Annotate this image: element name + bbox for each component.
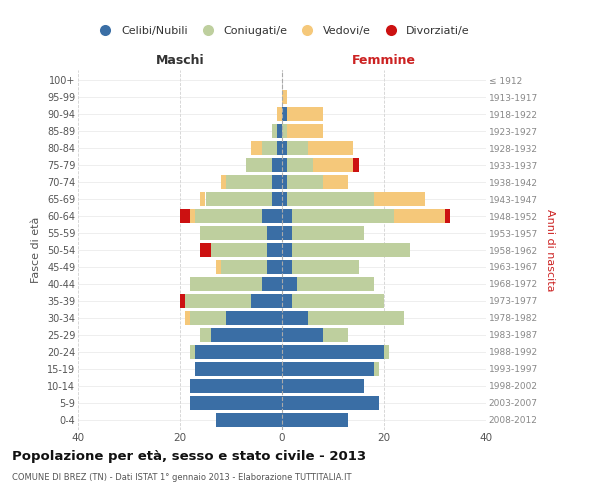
- Bar: [185, 294, 251, 308]
- Text: Popolazione per età, sesso e stato civile - 2013: Popolazione per età, sesso e stato civil…: [12, 450, 366, 463]
- Bar: [272, 158, 282, 172]
- Bar: [282, 260, 292, 274]
- Bar: [272, 192, 282, 206]
- Bar: [200, 226, 267, 240]
- Bar: [292, 209, 394, 223]
- Bar: [211, 328, 282, 342]
- Bar: [262, 142, 277, 155]
- Bar: [272, 124, 277, 138]
- Bar: [308, 311, 404, 324]
- Bar: [313, 158, 353, 172]
- Bar: [287, 192, 374, 206]
- Bar: [282, 176, 287, 189]
- Bar: [282, 243, 292, 257]
- Bar: [323, 176, 349, 189]
- Bar: [282, 209, 292, 223]
- Bar: [282, 379, 364, 392]
- Bar: [394, 209, 445, 223]
- Bar: [287, 124, 323, 138]
- Bar: [196, 345, 282, 358]
- Bar: [200, 243, 211, 257]
- Bar: [287, 176, 323, 189]
- Text: COMUNE DI BREZ (TN) - Dati ISTAT 1° gennaio 2013 - Elaborazione TUTTITALIA.IT: COMUNE DI BREZ (TN) - Dati ISTAT 1° genn…: [12, 472, 352, 482]
- Bar: [298, 277, 374, 291]
- Y-axis label: Fasce di età: Fasce di età: [31, 217, 41, 283]
- Bar: [200, 192, 206, 206]
- Bar: [282, 124, 287, 138]
- Bar: [292, 260, 359, 274]
- Bar: [267, 260, 282, 274]
- Bar: [196, 209, 262, 223]
- Bar: [206, 192, 272, 206]
- Bar: [200, 328, 211, 342]
- Bar: [190, 379, 282, 392]
- Text: Maschi: Maschi: [155, 54, 205, 66]
- Bar: [180, 294, 185, 308]
- Bar: [287, 158, 313, 172]
- Bar: [251, 294, 282, 308]
- Bar: [262, 209, 282, 223]
- Bar: [374, 362, 379, 376]
- Bar: [196, 362, 282, 376]
- Bar: [292, 294, 384, 308]
- Bar: [445, 209, 451, 223]
- Bar: [216, 413, 282, 426]
- Bar: [267, 226, 282, 240]
- Bar: [226, 311, 282, 324]
- Bar: [190, 311, 226, 324]
- Bar: [277, 142, 282, 155]
- Bar: [190, 396, 282, 409]
- Bar: [282, 396, 379, 409]
- Bar: [374, 192, 425, 206]
- Bar: [190, 277, 262, 291]
- Legend: Celibi/Nubili, Coniugati/e, Vedovi/e, Divorziati/e: Celibi/Nubili, Coniugati/e, Vedovi/e, Di…: [90, 22, 474, 40]
- Bar: [292, 243, 410, 257]
- Y-axis label: Anni di nascita: Anni di nascita: [545, 209, 554, 291]
- Bar: [282, 277, 298, 291]
- Bar: [282, 142, 287, 155]
- Bar: [282, 311, 308, 324]
- Bar: [185, 311, 190, 324]
- Bar: [267, 243, 282, 257]
- Bar: [226, 176, 272, 189]
- Bar: [282, 413, 349, 426]
- Bar: [221, 260, 267, 274]
- Bar: [282, 345, 384, 358]
- Bar: [211, 243, 267, 257]
- Bar: [282, 226, 292, 240]
- Bar: [384, 345, 389, 358]
- Bar: [190, 209, 196, 223]
- Bar: [282, 90, 287, 104]
- Bar: [190, 345, 196, 358]
- Bar: [282, 192, 287, 206]
- Bar: [282, 108, 287, 121]
- Bar: [221, 176, 226, 189]
- Bar: [323, 328, 349, 342]
- Bar: [262, 277, 282, 291]
- Bar: [287, 108, 323, 121]
- Text: Femmine: Femmine: [352, 54, 416, 66]
- Bar: [282, 328, 323, 342]
- Bar: [247, 158, 272, 172]
- Bar: [272, 176, 282, 189]
- Bar: [292, 226, 364, 240]
- Bar: [180, 209, 190, 223]
- Bar: [251, 142, 262, 155]
- Bar: [277, 124, 282, 138]
- Bar: [282, 158, 287, 172]
- Bar: [277, 108, 282, 121]
- Bar: [216, 260, 221, 274]
- Bar: [282, 294, 292, 308]
- Bar: [287, 142, 308, 155]
- Bar: [308, 142, 353, 155]
- Bar: [282, 362, 374, 376]
- Bar: [353, 158, 359, 172]
